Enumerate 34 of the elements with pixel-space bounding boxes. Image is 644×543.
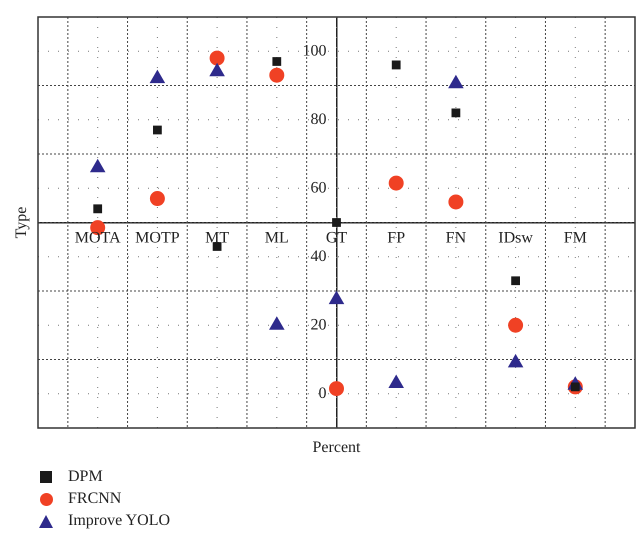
point — [93, 204, 102, 214]
point — [508, 318, 524, 333]
legend-label: DPM — [68, 468, 103, 486]
point — [452, 108, 460, 118]
y-tick-label: 0 — [318, 384, 326, 402]
x-tick-label: FP — [387, 230, 406, 247]
point — [212, 242, 222, 251]
point — [153, 126, 162, 134]
y-axis-title: Type — [13, 206, 30, 238]
x-tick-label: FM — [564, 230, 587, 247]
point — [332, 218, 341, 227]
point — [329, 381, 344, 396]
point — [448, 194, 464, 210]
x-tick-label: IDsw — [498, 230, 534, 247]
y-tick-label: 80 — [310, 110, 326, 128]
y-tick-label: 20 — [310, 316, 326, 334]
point — [210, 50, 225, 66]
point — [272, 57, 282, 66]
y-tick-label: 100 — [302, 42, 326, 60]
x-tick-label: FN — [446, 230, 467, 247]
point — [511, 276, 520, 286]
legend-label: FRCNN — [68, 490, 122, 508]
x-tick-label: MT — [205, 230, 230, 247]
x-axis-title: Percent — [312, 439, 362, 456]
y-tick-label: 60 — [310, 179, 326, 196]
point — [392, 60, 401, 70]
x-tick-label: MOTP — [135, 230, 180, 247]
point — [388, 176, 404, 191]
point — [269, 68, 284, 83]
point — [150, 191, 165, 206]
legend-label: Improve YOLO — [68, 512, 170, 530]
x-tick-label: MOTA — [74, 230, 122, 247]
x-tick-label: ML — [264, 230, 289, 247]
y-tick-label: 40 — [310, 248, 326, 265]
